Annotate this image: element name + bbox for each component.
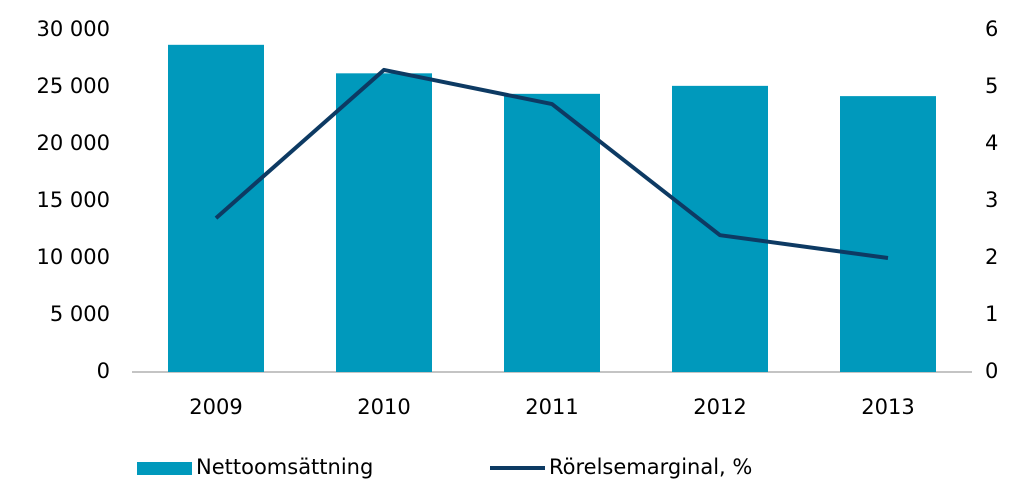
- y-tick-label: 10 000: [37, 245, 110, 269]
- line: [214, 67, 889, 260]
- y-tick-label: 25 000: [37, 74, 110, 98]
- legend-label: Rörelsemarginal, %: [549, 455, 752, 479]
- y2-tick-label: 2: [985, 245, 998, 269]
- y-tick-label: 5 000: [50, 302, 110, 326]
- legend-swatch: [137, 462, 192, 475]
- bar: [336, 73, 432, 372]
- y2-tick-label: 4: [985, 131, 998, 155]
- y-tick-label: 30 000: [37, 17, 110, 41]
- x-tick-label: 2013: [861, 395, 914, 419]
- bar: [168, 44, 264, 372]
- legend-label: Nettoomsättning: [196, 455, 373, 479]
- y-tick-label: 15 000: [37, 188, 110, 212]
- y2-tick-label: 6: [985, 17, 998, 41]
- x-tick-label: 2011: [525, 395, 578, 419]
- x-tick-label: 2009: [189, 395, 242, 419]
- y2-tick-label: 5: [985, 74, 998, 98]
- x-tick-label: 2012: [693, 395, 746, 419]
- y-tick-label: 0: [97, 359, 110, 383]
- y2-tick-label: 3: [985, 188, 998, 212]
- x-tick-label: 2010: [357, 395, 410, 419]
- bar: [840, 96, 936, 373]
- bar: [504, 93, 600, 372]
- bar: [672, 85, 768, 373]
- y2-tick-label: 0: [985, 359, 998, 383]
- y-tick-label: 20 000: [37, 131, 110, 155]
- y2-tick-label: 1: [985, 302, 998, 326]
